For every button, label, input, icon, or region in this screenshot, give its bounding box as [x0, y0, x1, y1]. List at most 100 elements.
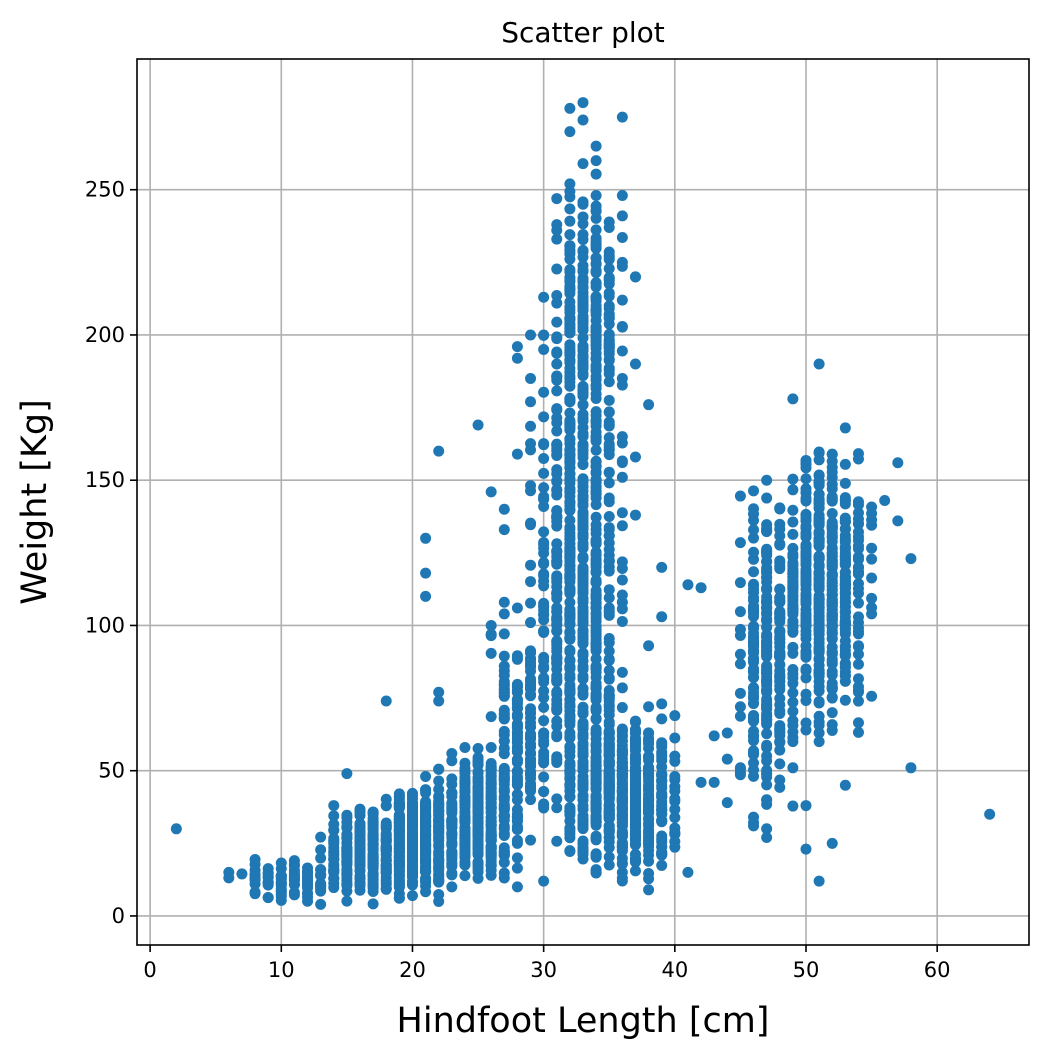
data-point [748, 770, 760, 782]
data-point [813, 518, 825, 530]
data-point [656, 780, 668, 792]
data-point [787, 736, 799, 748]
data-point [590, 683, 602, 695]
data-point [787, 504, 799, 516]
data-point [590, 763, 602, 775]
data-point [590, 224, 602, 236]
data-point [341, 821, 353, 833]
data-point [603, 645, 615, 657]
data-point [643, 884, 655, 896]
data-point [564, 661, 576, 673]
data-point [577, 800, 589, 812]
data-point [984, 808, 996, 820]
data-point [603, 719, 615, 731]
data-point [787, 551, 799, 563]
data-point [656, 611, 668, 623]
data-point [590, 815, 602, 827]
data-point [525, 559, 537, 571]
data-point [262, 892, 274, 904]
data-point [669, 732, 681, 744]
data-point [748, 508, 760, 520]
data-point [813, 551, 825, 563]
data-point [551, 219, 563, 231]
data-point [761, 823, 773, 835]
data-point [800, 492, 812, 504]
data-point [551, 425, 563, 437]
data-point [721, 753, 733, 765]
data-point [774, 593, 786, 605]
data-point [393, 832, 405, 844]
data-point [315, 898, 327, 910]
data-point [787, 528, 799, 540]
data-point [328, 838, 340, 850]
data-point [249, 886, 261, 898]
data-point [328, 872, 340, 884]
data-point [367, 898, 379, 910]
data-point [525, 748, 537, 760]
data-point [813, 685, 825, 697]
data-point [393, 816, 405, 828]
data-point [525, 688, 537, 700]
data-point [656, 816, 668, 828]
data-point [839, 583, 851, 595]
data-point [787, 715, 799, 727]
data-point [866, 572, 878, 584]
data-point [577, 218, 589, 230]
y-tick-label: 250 [85, 178, 125, 202]
data-point [446, 773, 458, 785]
data-point [761, 680, 773, 692]
data-point [748, 546, 760, 558]
data-point [629, 737, 641, 749]
data-point [813, 358, 825, 370]
data-point [275, 872, 287, 884]
data-point [577, 362, 589, 374]
data-point [341, 809, 353, 821]
data-points [170, 97, 996, 910]
data-point [590, 406, 602, 418]
data-point [538, 715, 550, 727]
data-point [603, 584, 615, 596]
data-point [643, 640, 655, 652]
data-point [734, 577, 746, 589]
data-point [761, 576, 773, 588]
data-point [616, 603, 628, 615]
data-point [839, 458, 851, 470]
data-point [669, 836, 681, 848]
data-point [734, 710, 746, 722]
data-point [629, 509, 641, 521]
data-point [590, 641, 602, 653]
data-point [629, 451, 641, 463]
data-point [511, 652, 523, 664]
data-point [577, 332, 589, 344]
data-point [708, 776, 720, 788]
y-axis-ticks: 0 50 100 150 200 250 [85, 178, 137, 928]
data-point [866, 553, 878, 565]
data-point [538, 625, 550, 637]
data-point [603, 253, 615, 265]
data-point [551, 715, 563, 727]
data-point [354, 870, 366, 882]
data-point [380, 855, 392, 867]
y-tick-label: 100 [85, 613, 125, 637]
data-point [564, 604, 576, 616]
data-point [682, 579, 694, 591]
data-point [774, 555, 786, 567]
data-point [498, 856, 510, 868]
data-point [433, 798, 445, 810]
data-point [446, 829, 458, 841]
data-point [603, 637, 615, 649]
data-point [879, 495, 891, 507]
data-point [511, 602, 523, 614]
data-point [826, 653, 838, 665]
data-point [511, 804, 523, 816]
data-point [577, 114, 589, 126]
data-point [590, 382, 602, 394]
data-point [564, 307, 576, 319]
y-tick-label: 200 [85, 323, 125, 347]
data-point [590, 806, 602, 818]
data-point [590, 435, 602, 447]
data-point [315, 844, 327, 856]
data-point [538, 500, 550, 512]
data-point [643, 767, 655, 779]
data-point [813, 736, 825, 748]
